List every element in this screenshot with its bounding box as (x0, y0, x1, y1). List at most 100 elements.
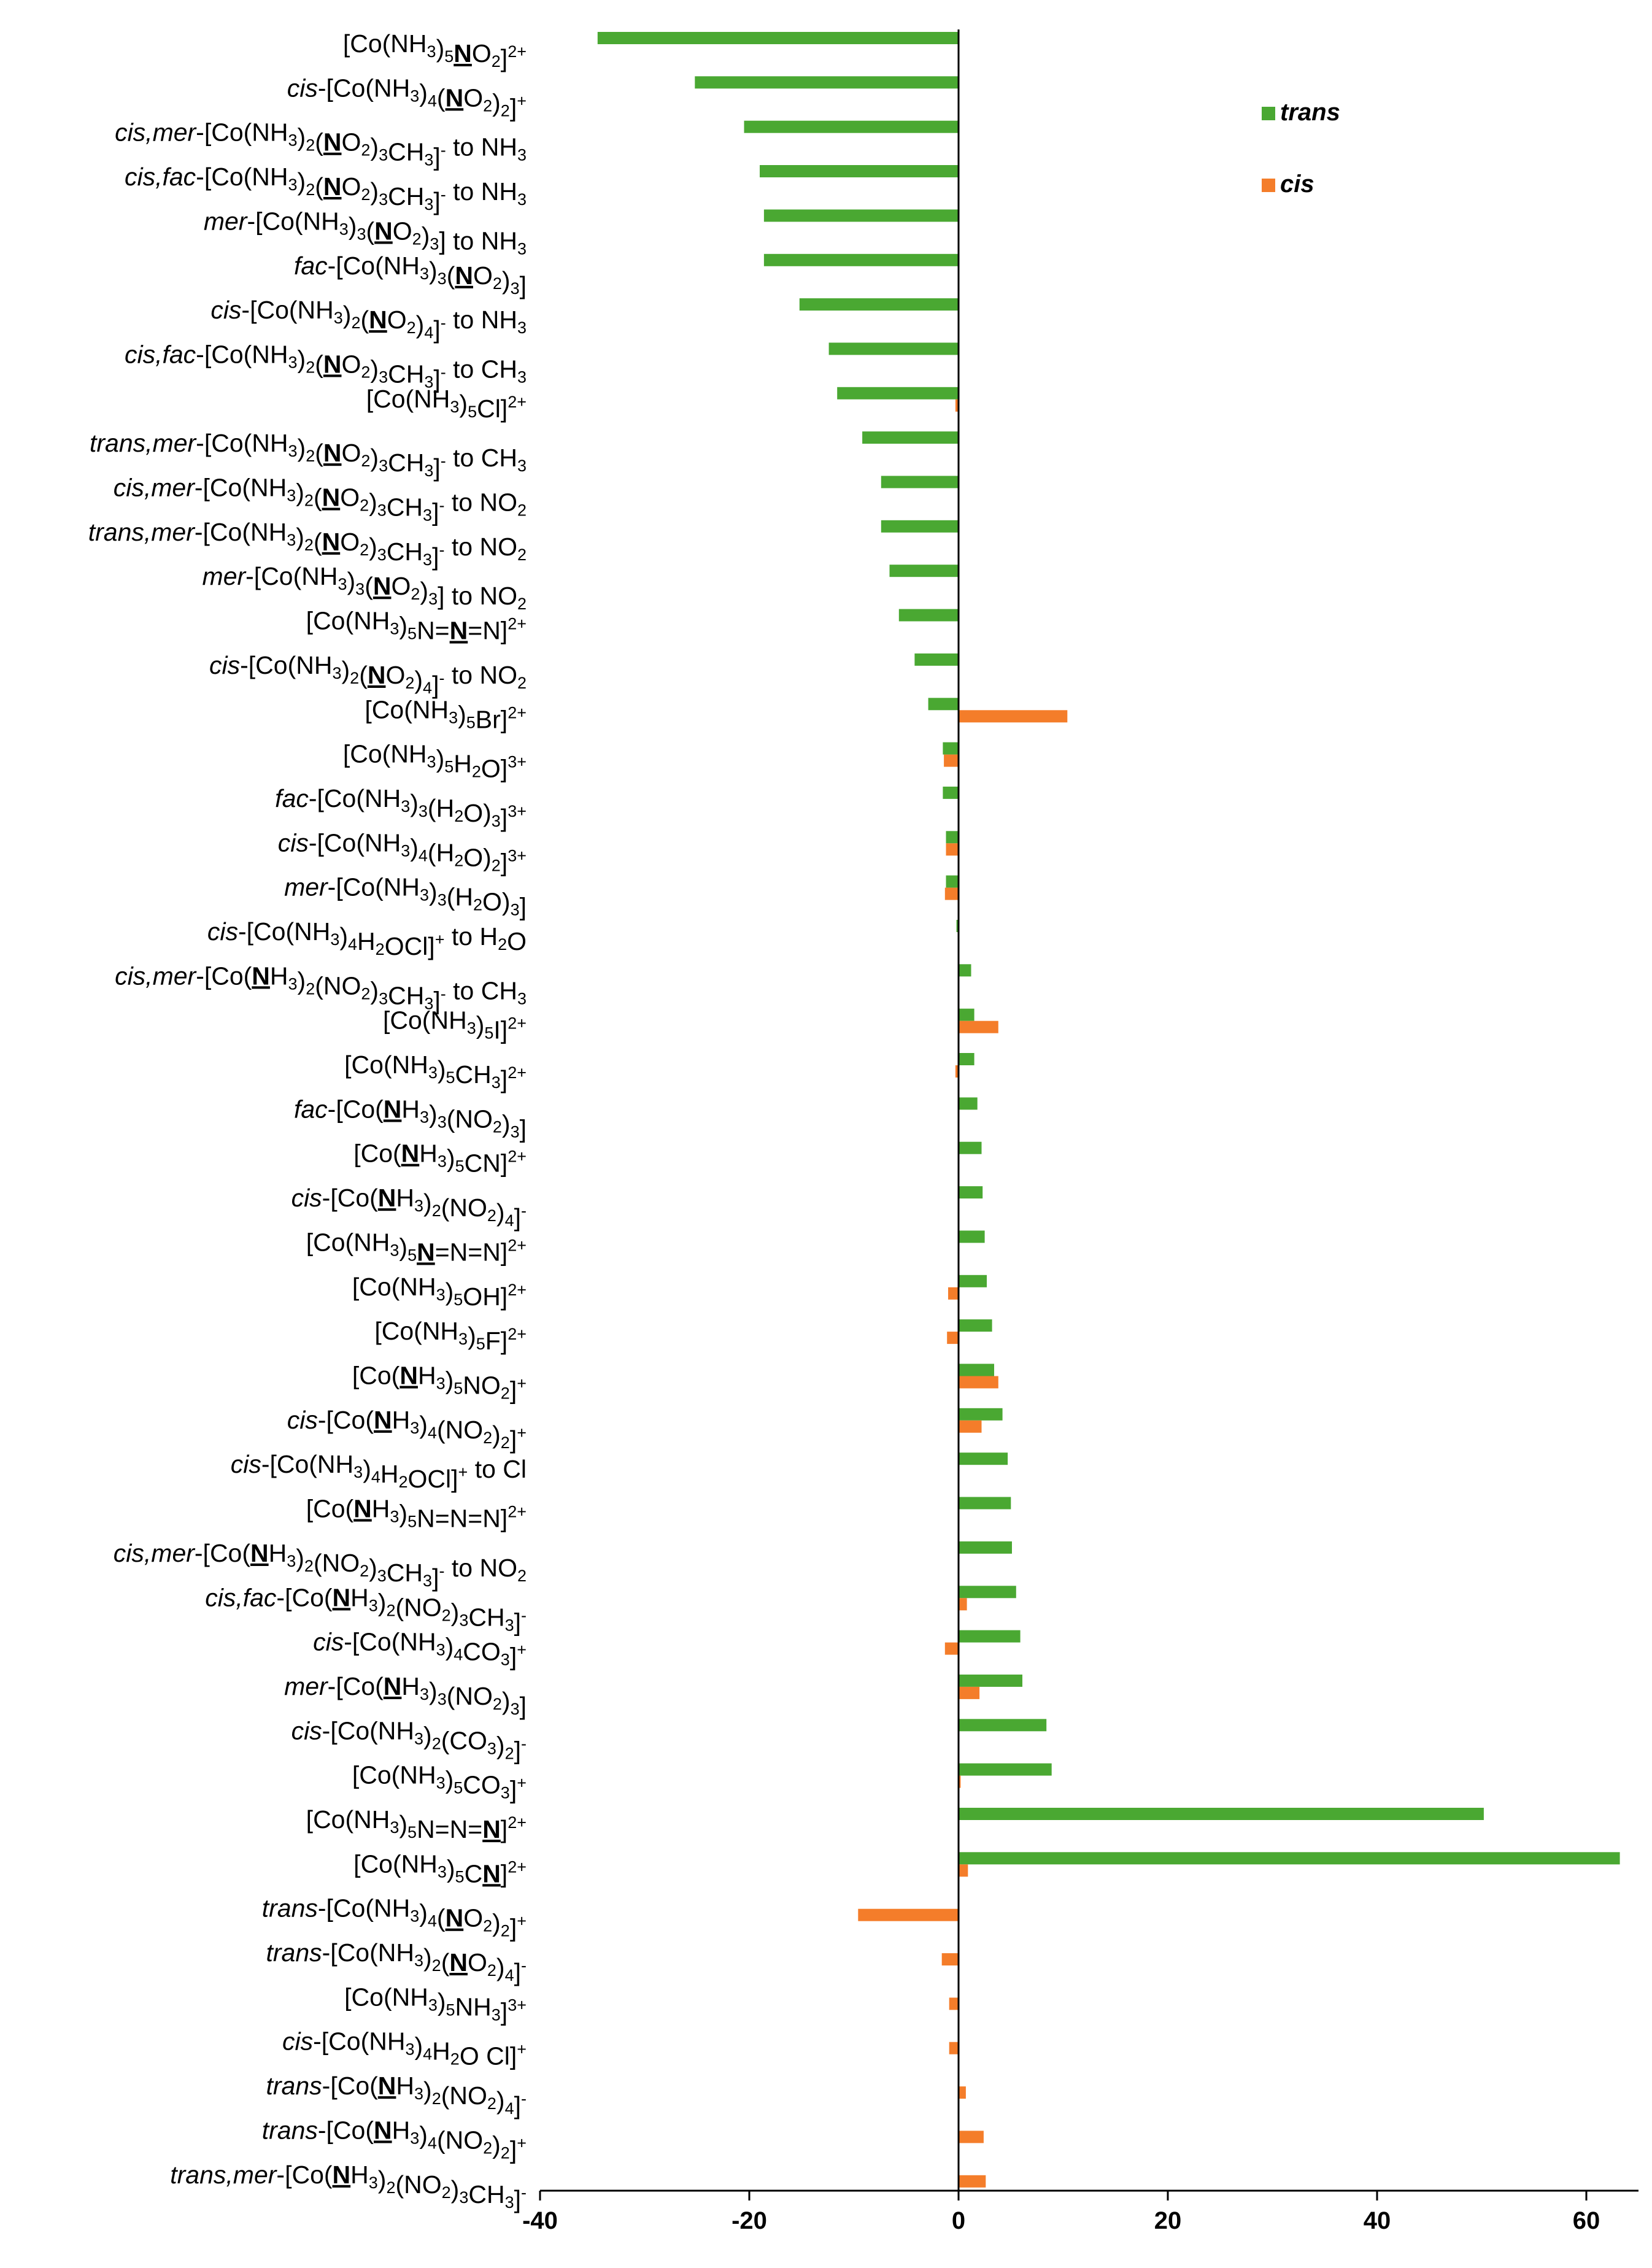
bar-trans-31 (959, 1408, 1003, 1421)
bar-trans-14 (914, 653, 959, 666)
category-label-42: trans-[Co(NH3)4(NO2)2]+ (262, 1894, 527, 1942)
category-label-5: fac-[Co(NH3)3(NO2)3] (294, 252, 527, 299)
category-label-23: [Co(NH3)5CH3]2+ (344, 1051, 527, 1094)
bar-trans-40 (959, 1808, 1484, 1820)
bar-trans-37 (959, 1674, 1022, 1687)
bar-trans-15 (928, 698, 959, 711)
category-label-31: cis-[Co(NH3)4(NO2)2]+ (287, 1406, 527, 1454)
bar-trans-26 (959, 1186, 983, 1199)
bar-trans-9 (862, 431, 959, 444)
bar-trans-16 (943, 742, 959, 755)
bar-trans-33 (959, 1497, 1011, 1510)
category-label-46: trans-[Co(NH3)2(NO2)4]- (266, 2072, 527, 2120)
bar-cis-8 (955, 399, 959, 412)
category-label-7: cis,fac-[Co(NH3)2(NO2)3CH3]- to CH3 (125, 340, 527, 393)
bar-trans-3 (760, 165, 959, 177)
category-label-1: cis-[Co(NH3)4(NO2)2]+ (287, 74, 527, 122)
category-label-13: [Co(NH3)5N=N=N]2+ (306, 607, 527, 645)
bar-cis-16 (944, 754, 959, 767)
category-label-15: [Co(NH3)5Br]2+ (365, 695, 527, 733)
bar-trans-39 (959, 1763, 1052, 1776)
category-label-9: trans,mer-[Co(NH3)2(NO2)3CH3]- to CH3 (90, 429, 527, 482)
bar-trans-21 (959, 964, 971, 977)
category-label-40: [Co(NH3)5N=N=N]2+ (306, 1805, 527, 1843)
category-label-8: [Co(NH3)5Cl]2+ (366, 385, 527, 423)
legend-swatch-cis (1262, 179, 1275, 192)
bar-trans-24 (959, 1097, 978, 1110)
category-label-12: mer-[Co(NH3)3(NO2)3] to NO2 (203, 562, 527, 613)
bar-trans-35 (959, 1586, 1016, 1599)
bar-trans-41 (959, 1852, 1620, 1865)
category-label-4: mer-[Co(NH3)3(NO2)3] to NH3 (204, 207, 527, 258)
bar-trans-34 (959, 1541, 1012, 1554)
bar-trans-38 (959, 1719, 1047, 1732)
bar-trans-25 (959, 1141, 982, 1154)
bar-trans-23 (959, 1053, 975, 1065)
category-label-32: cis-[Co(NH3)4H2OCl]+ to Cl (231, 1450, 527, 1493)
category-label-0: [Co(NH3)5NO2]2+ (343, 29, 527, 72)
category-label-28: [Co(NH3)5OH]2+ (352, 1273, 527, 1311)
bar-cis-15 (959, 710, 1068, 723)
bar-cis-47 (959, 2131, 984, 2143)
category-label-35: cis,fac-[Co(NH3)2(NO2)3CH3]- (205, 1583, 527, 1636)
bar-trans-22 (959, 1008, 975, 1021)
bar-trans-18 (946, 831, 959, 844)
x-tick-label-3: 20 (1154, 2207, 1182, 2234)
category-label-48: trans,mer-[Co(NH3)2(NO2)3CH3]- (170, 2161, 527, 2213)
category-label-41: [Co(NH3)5CN]2+ (353, 1850, 527, 1888)
category-label-22: [Co(NH3)5I]2+ (383, 1006, 527, 1044)
category-label-47: trans-[Co(NH3)4(NO2)2]+ (262, 2116, 527, 2164)
bar-cis-23 (955, 1065, 959, 1078)
category-label-43: trans-[Co(NH3)2(NO2)4]- (266, 1938, 527, 1986)
category-label-6: cis-[Co(NH3)2(NO2)4]- to NH3 (210, 296, 527, 344)
bar-cis-28 (948, 1287, 959, 1300)
axes-layer: -40 -20 0 20 40 60 (522, 29, 1638, 2234)
bar-cis-43 (941, 1953, 959, 1965)
bar-trans-13 (898, 609, 959, 622)
bar-trans-5 (763, 253, 959, 266)
category-label-37: mer-[Co(NH3)3(NO2)3] (284, 1672, 527, 1720)
bar-trans-6 (799, 298, 959, 311)
legend-label-cis: cis (1280, 171, 1314, 198)
bar-trans-32 (959, 1452, 1008, 1465)
bar-cis-48 (959, 2175, 986, 2188)
bar-trans-27 (959, 1230, 985, 1243)
category-label-36: cis-[Co(NH3)4CO3]+ (313, 1628, 527, 1671)
category-label-19: mer-[Co(NH3)3(H2O)3] (284, 873, 527, 921)
bar-cis-29 (947, 1332, 959, 1344)
category-label-45: cis-[Co(NH3)4H2O Cl]+ (282, 2027, 527, 2070)
legend-swatch-trans (1262, 107, 1275, 120)
category-label-34: cis,mer-[Co(NH3)2(NO2)3CH3]- to NO2 (114, 1539, 527, 1592)
category-label-27: [Co(NH3)5N=N=N]2+ (306, 1228, 527, 1266)
bar-cis-37 (959, 1686, 980, 1699)
bar-trans-30 (959, 1364, 994, 1376)
bar-cis-19 (944, 887, 959, 900)
x-tick-label-0: -40 (522, 2207, 558, 2234)
bar-trans-1 (695, 76, 959, 89)
bar-trans-4 (763, 209, 959, 222)
x-tick-label-2: 0 (952, 2207, 965, 2234)
bar-trans-0 (597, 32, 959, 44)
category-label-10: cis,mer-[Co(NH3)2(NO2)3CH3]- to NO2 (114, 474, 527, 526)
category-label-2: cis,mer-[Co(NH3)2(NO2)3CH3]- to NH3 (115, 118, 527, 171)
bar-cis-42 (858, 1908, 959, 1921)
category-label-21: cis,mer-[Co(NH3)2(NO2)3CH3]- to CH3 (115, 962, 527, 1014)
bar-cis-46 (959, 2086, 966, 2099)
bar-cis-22 (959, 1020, 998, 1033)
category-label-30: [Co(NH3)5NO2]+ (352, 1362, 527, 1405)
category-label-20: cis-[Co(NH3)4H2OCl]+ to H2O (207, 917, 527, 960)
bar-trans-7 (828, 342, 959, 355)
bar-trans-8 (837, 387, 959, 399)
category-label-16: [Co(NH3)5H2O]3+ (343, 740, 527, 783)
bar-trans-36 (959, 1630, 1021, 1643)
legend: trans cis (1262, 99, 1340, 198)
bar-trans-11 (881, 520, 959, 533)
bar-cis-44 (949, 1997, 959, 2010)
bar-trans-12 (889, 565, 959, 577)
category-label-17: fac-[Co(NH3)3(H2O)3]3+ (275, 784, 527, 832)
bar-cis-39 (959, 1775, 961, 1788)
category-label-33: [Co(NH3)5N=N=N]2+ (306, 1495, 527, 1533)
bar-cis-18 (946, 843, 959, 856)
